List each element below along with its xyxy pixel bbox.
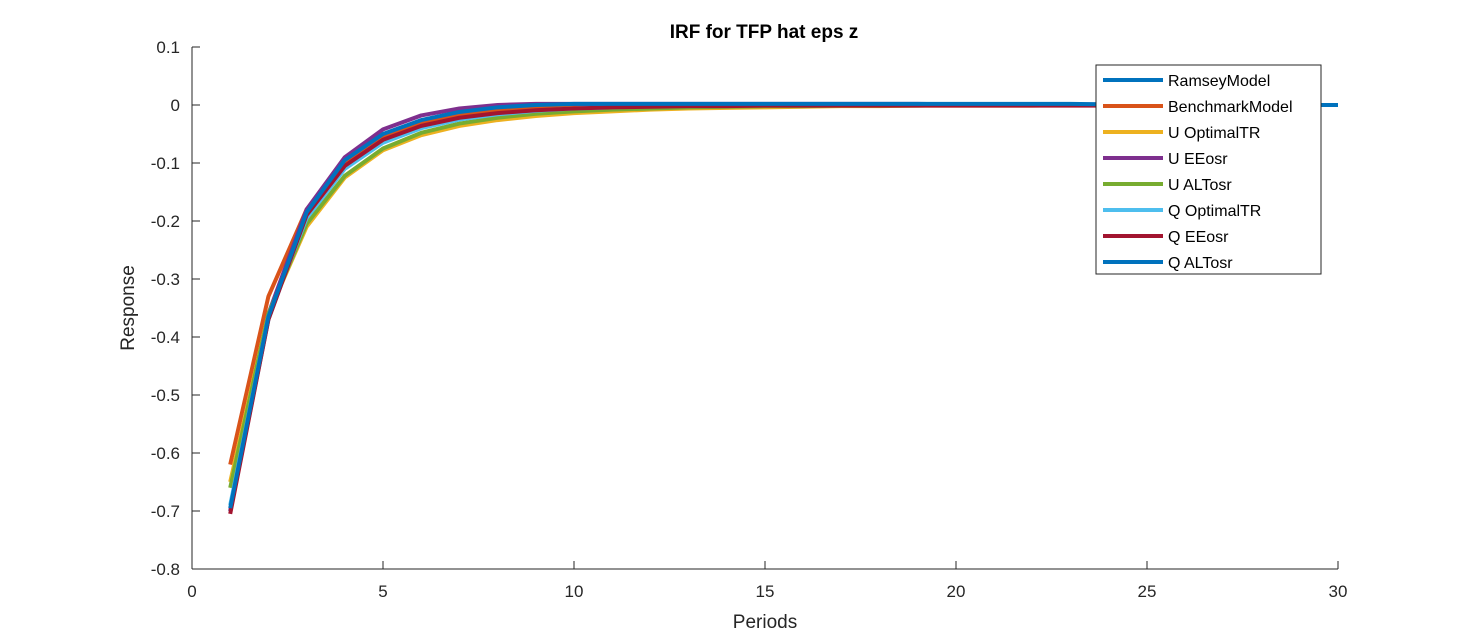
x-tick-label: 15 [756, 582, 775, 601]
legend-box [1095, 64, 1322, 275]
legend-label-u-altosr: U ALTosr [1168, 177, 1232, 194]
y-tick-label: -0.2 [151, 212, 180, 231]
x-tick-label: 25 [1138, 582, 1157, 601]
tick-layer: 0 5 10 15 20 25 30 0.1 0 -0.1 -0.2 -0.3 -0.4 -0.5 -0.6… [151, 38, 1348, 601]
y-axis-label: Response [118, 265, 139, 351]
legend-label-u-optimaltr: U OptimalTR [1168, 125, 1260, 142]
y-tick-label: -0.5 [151, 386, 180, 405]
y-tick-label: 0.1 [156, 38, 180, 57]
legend: RamseyModel BenchmarkModel U OptimalTR U EE… [1095, 64, 1322, 275]
x-axis-label: Periods [733, 612, 797, 633]
y-tick-label: -0.4 [151, 328, 180, 347]
y-tick-label: -0.3 [151, 270, 180, 289]
legend-label-q-eeosr: Q EEosr [1168, 229, 1229, 246]
x-tick-label: 5 [378, 582, 387, 601]
y-tick-label: -0.8 [151, 560, 180, 579]
x-tick-label: 30 [1329, 582, 1348, 601]
y-tick-label: 0 [171, 96, 180, 115]
legend-label-ramseymodel: RamseyModel [1168, 73, 1270, 90]
x-tick-label: 10 [565, 582, 584, 601]
legend-label-q-optimaltr: Q OptimalTR [1168, 203, 1261, 220]
x-tick-label: 0 [187, 582, 196, 601]
legend-items: RamseyModel BenchmarkModel U OptimalTR U EE… [1103, 73, 1293, 272]
y-tick-label: -0.6 [151, 444, 180, 463]
x-tick-label: 20 [947, 582, 966, 601]
legend-label-u-eeosr: U EEosr [1168, 151, 1228, 168]
chart-title: IRF for TFP hat eps z [670, 22, 859, 43]
legend-label-benchmarkmodel: BenchmarkModel [1168, 99, 1293, 116]
legend-label-q-altosr: Q ALTosr [1168, 255, 1233, 272]
y-tick-label: -0.7 [151, 502, 180, 521]
y-tick-label: -0.1 [151, 154, 180, 173]
